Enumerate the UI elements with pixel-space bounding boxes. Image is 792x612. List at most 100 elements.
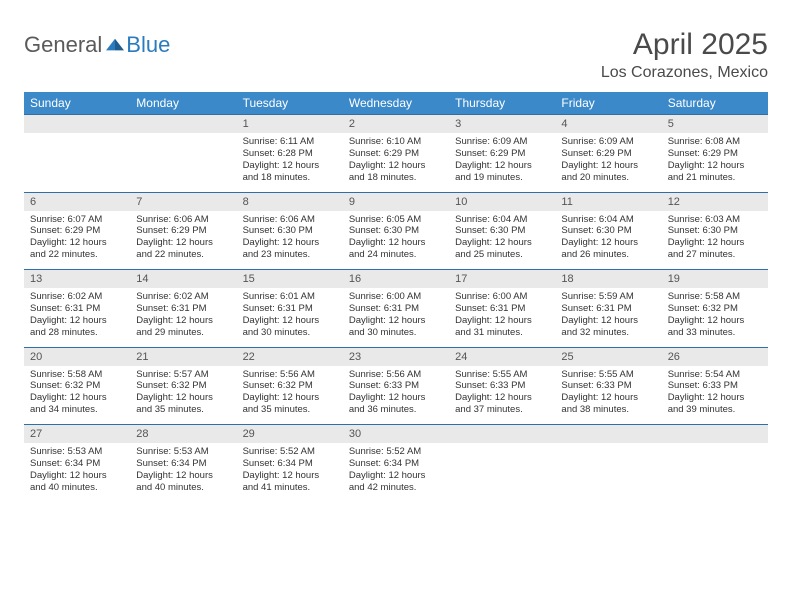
sunset-text: Sunset: 6:30 PM [668,225,762,237]
calendar-cell: 10Sunrise: 6:04 AMSunset: 6:30 PMDayligh… [449,192,555,270]
daylight-text: Daylight: 12 hours and 23 minutes. [243,237,337,261]
calendar-cell: 24Sunrise: 5:55 AMSunset: 6:33 PMDayligh… [449,347,555,425]
weekday-header: Sunday [24,92,130,115]
month-title: April 2025 [601,28,768,62]
day-body: Sunrise: 5:59 AMSunset: 6:31 PMDaylight:… [555,288,661,347]
calendar-cell: 28Sunrise: 5:53 AMSunset: 6:34 PMDayligh… [130,425,236,502]
day-body: Sunrise: 5:53 AMSunset: 6:34 PMDaylight:… [24,443,130,502]
sunrise-text: Sunrise: 6:02 AM [136,291,230,303]
weekday-header: Tuesday [237,92,343,115]
daylight-text: Daylight: 12 hours and 24 minutes. [349,237,443,261]
daylight-text: Daylight: 12 hours and 29 minutes. [136,315,230,339]
calendar-week: 6Sunrise: 6:07 AMSunset: 6:29 PMDaylight… [24,192,768,270]
day-number: 22 [237,348,343,366]
calendar-body: 1Sunrise: 6:11 AMSunset: 6:28 PMDaylight… [24,115,768,502]
day-body: Sunrise: 6:04 AMSunset: 6:30 PMDaylight:… [449,211,555,270]
sunrise-text: Sunrise: 5:54 AM [668,369,762,381]
day-number [662,425,768,443]
day-body [24,133,130,183]
day-body: Sunrise: 6:02 AMSunset: 6:31 PMDaylight:… [24,288,130,347]
sunset-text: Sunset: 6:34 PM [136,458,230,470]
day-number: 18 [555,270,661,288]
daylight-text: Daylight: 12 hours and 41 minutes. [243,470,337,494]
daylight-text: Daylight: 12 hours and 40 minutes. [30,470,124,494]
daylight-text: Daylight: 12 hours and 26 minutes. [561,237,655,261]
day-body: Sunrise: 5:52 AMSunset: 6:34 PMDaylight:… [343,443,449,502]
day-body: Sunrise: 5:55 AMSunset: 6:33 PMDaylight:… [555,366,661,425]
calendar-cell [662,425,768,502]
day-body [449,443,555,493]
day-body: Sunrise: 6:11 AMSunset: 6:28 PMDaylight:… [237,133,343,192]
day-body [662,443,768,493]
day-body: Sunrise: 6:06 AMSunset: 6:29 PMDaylight:… [130,211,236,270]
daylight-text: Daylight: 12 hours and 39 minutes. [668,392,762,416]
sunrise-text: Sunrise: 6:01 AM [243,291,337,303]
day-body: Sunrise: 6:05 AMSunset: 6:30 PMDaylight:… [343,211,449,270]
daylight-text: Daylight: 12 hours and 22 minutes. [136,237,230,261]
day-number: 23 [343,348,449,366]
calendar-cell: 30Sunrise: 5:52 AMSunset: 6:34 PMDayligh… [343,425,449,502]
day-number: 2 [343,115,449,133]
calendar-cell: 29Sunrise: 5:52 AMSunset: 6:34 PMDayligh… [237,425,343,502]
day-body: Sunrise: 6:10 AMSunset: 6:29 PMDaylight:… [343,133,449,192]
calendar-cell: 11Sunrise: 6:04 AMSunset: 6:30 PMDayligh… [555,192,661,270]
calendar-cell: 13Sunrise: 6:02 AMSunset: 6:31 PMDayligh… [24,270,130,348]
daylight-text: Daylight: 12 hours and 22 minutes. [30,237,124,261]
daylight-text: Daylight: 12 hours and 19 minutes. [455,160,549,184]
day-number: 16 [343,270,449,288]
location: Los Corazones, Mexico [601,64,768,82]
day-number: 15 [237,270,343,288]
day-body: Sunrise: 6:08 AMSunset: 6:29 PMDaylight:… [662,133,768,192]
sunset-text: Sunset: 6:30 PM [455,225,549,237]
calendar-week: 27Sunrise: 5:53 AMSunset: 6:34 PMDayligh… [24,425,768,502]
daylight-text: Daylight: 12 hours and 32 minutes. [561,315,655,339]
calendar-week: 1Sunrise: 6:11 AMSunset: 6:28 PMDaylight… [24,115,768,193]
sunrise-text: Sunrise: 5:59 AM [561,291,655,303]
day-number: 21 [130,348,236,366]
daylight-text: Daylight: 12 hours and 27 minutes. [668,237,762,261]
day-body: Sunrise: 6:07 AMSunset: 6:29 PMDaylight:… [24,211,130,270]
day-number: 26 [662,348,768,366]
sunrise-text: Sunrise: 6:09 AM [561,136,655,148]
calendar-cell: 17Sunrise: 6:00 AMSunset: 6:31 PMDayligh… [449,270,555,348]
weekday-header: Thursday [449,92,555,115]
daylight-text: Daylight: 12 hours and 36 minutes. [349,392,443,416]
day-body: Sunrise: 5:53 AMSunset: 6:34 PMDaylight:… [130,443,236,502]
title-block: April 2025 Los Corazones, Mexico [601,28,768,82]
calendar-cell: 6Sunrise: 6:07 AMSunset: 6:29 PMDaylight… [24,192,130,270]
sunset-text: Sunset: 6:32 PM [243,380,337,392]
day-number: 1 [237,115,343,133]
sunrise-text: Sunrise: 5:53 AM [136,446,230,458]
sunset-text: Sunset: 6:31 PM [243,303,337,315]
day-number: 29 [237,425,343,443]
sunrise-text: Sunrise: 6:06 AM [136,214,230,226]
sunrise-text: Sunrise: 5:55 AM [561,369,655,381]
sunrise-text: Sunrise: 5:58 AM [30,369,124,381]
header-row: General Blue April 2025 Los Corazones, M… [24,28,768,82]
calendar-cell: 7Sunrise: 6:06 AMSunset: 6:29 PMDaylight… [130,192,236,270]
sunrise-text: Sunrise: 5:58 AM [668,291,762,303]
sunset-text: Sunset: 6:33 PM [668,380,762,392]
day-body: Sunrise: 5:56 AMSunset: 6:33 PMDaylight:… [343,366,449,425]
daylight-text: Daylight: 12 hours and 20 minutes. [561,160,655,184]
daylight-text: Daylight: 12 hours and 31 minutes. [455,315,549,339]
daylight-text: Daylight: 12 hours and 18 minutes. [349,160,443,184]
day-number: 8 [237,193,343,211]
day-number: 9 [343,193,449,211]
logo-text-blue: Blue [126,32,170,58]
weekday-header: Wednesday [343,92,449,115]
sunset-text: Sunset: 6:34 PM [243,458,337,470]
weekday-header: Monday [130,92,236,115]
sunset-text: Sunset: 6:28 PM [243,148,337,160]
sunset-text: Sunset: 6:30 PM [349,225,443,237]
daylight-text: Daylight: 12 hours and 37 minutes. [455,392,549,416]
logo-mark-icon [106,36,124,54]
sunset-text: Sunset: 6:33 PM [349,380,443,392]
calendar-cell: 12Sunrise: 6:03 AMSunset: 6:30 PMDayligh… [662,192,768,270]
daylight-text: Daylight: 12 hours and 35 minutes. [243,392,337,416]
calendar-cell: 23Sunrise: 5:56 AMSunset: 6:33 PMDayligh… [343,347,449,425]
sunrise-text: Sunrise: 6:07 AM [30,214,124,226]
sunrise-text: Sunrise: 6:08 AM [668,136,762,148]
sunrise-text: Sunrise: 6:11 AM [243,136,337,148]
sunset-text: Sunset: 6:31 PM [30,303,124,315]
